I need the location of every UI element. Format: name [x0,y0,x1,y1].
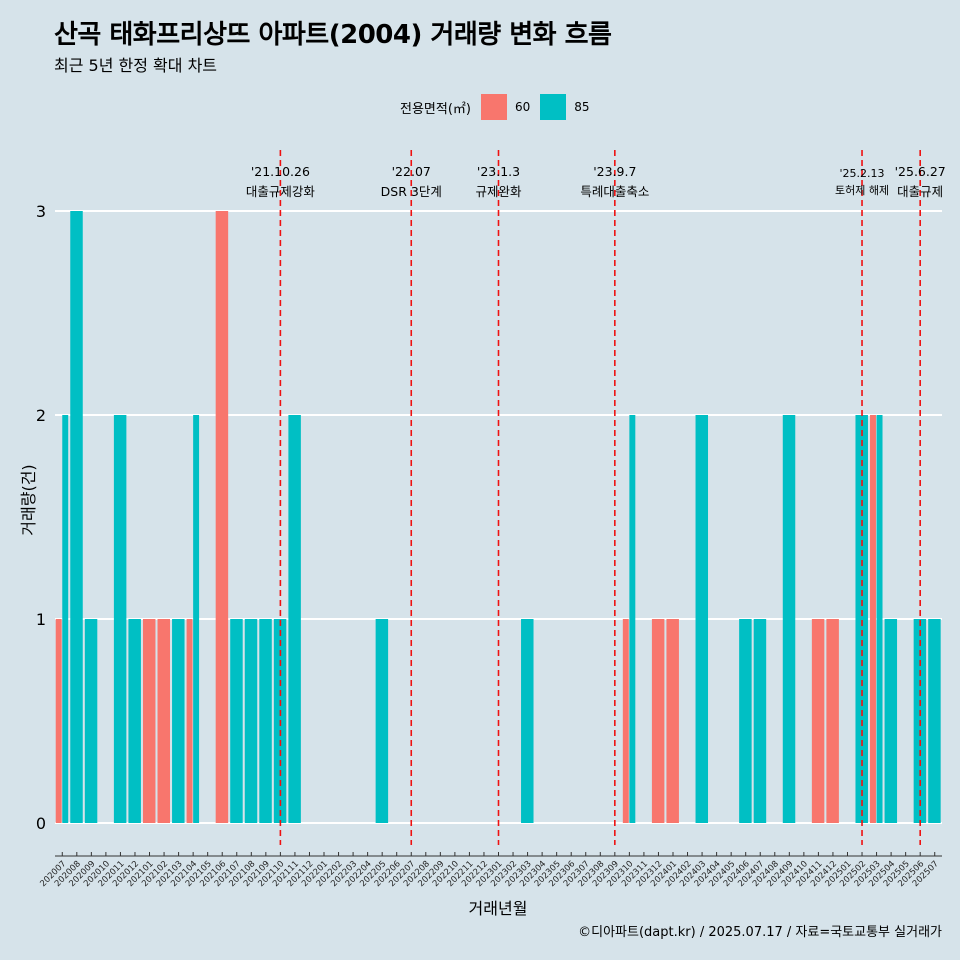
bar-85-202009 [84,619,98,823]
chart-subtitle: 최근 5년 한정 확대 차트 [54,56,218,75]
event-label: DSR 3단계 [381,184,442,199]
event-label: 토허제 해제 [835,183,889,197]
chart-title: 산곡 태화프리상뜨 아파트(2004) 거래량 변화 흐름 [54,20,612,50]
legend: 전용면적(㎡) 60 85 [400,93,600,121]
bar-85-202104 [193,415,200,823]
bar-85-202503 [876,415,883,823]
legend-title: 전용면적(㎡) [400,101,471,117]
y-tick-label: 1 [36,610,46,629]
legend-key-60 [480,94,507,120]
bar-60-202102 [157,619,171,823]
bar-60-202412 [826,619,839,823]
bar-85-202103 [172,619,185,823]
bar-85-202008 [70,211,83,823]
event-date: '23.9.7 [593,164,636,179]
bar-85-202107 [230,619,243,823]
bar-85-202205 [375,619,389,823]
y-tick-label: 3 [36,202,46,221]
bar-85-202111 [288,415,301,823]
bar-60-202101 [142,619,156,823]
event-label: 대출규제강화 [246,184,316,199]
bar-85-202507 [928,619,941,823]
bar-85-202007 [62,415,69,823]
legend-label-60: 60 [514,100,531,114]
bar-85-202406 [739,619,752,823]
bar-60-202503 [870,415,876,823]
bar-85-202407 [753,619,767,823]
bar-85-202504 [884,619,898,823]
bar-85-202502 [855,415,868,823]
bar-85-202011 [113,415,127,823]
y-tick-label: 0 [36,814,46,833]
bar-60-202310 [622,619,629,823]
bar-85-202303 [521,619,534,823]
bar-60-202007 [55,619,62,823]
bar-85-202012 [128,619,141,823]
caption: ©디아파트(dapt.kr) / 2025.07.17 / 자료=국토교통부 실… [578,925,942,940]
event-date: '21.10.26 [251,164,310,179]
legend-key-85 [540,94,567,120]
bar-60-202401 [666,619,679,823]
bar-60-202411 [811,619,825,823]
legend-label-85: 85 [574,100,590,114]
x-axis-title: 거래년월 [469,899,528,918]
bar-85-202108 [244,619,258,823]
bar-85-202403 [695,415,709,823]
event-date: '22.07 [392,164,431,179]
event-date: '25.6.27 [895,164,946,179]
bar-85-202310 [629,415,636,823]
bar-60-202312 [651,619,665,823]
bar-85-202409 [782,415,796,823]
event-label: 규제완화 [475,184,522,199]
bar-60-202104 [186,619,193,823]
event-label: 대출규제 [897,184,943,199]
y-axis-title: 거래량(건) [19,464,38,535]
event-date: '23.1.3 [477,164,520,179]
event-label: 특례대출축소 [580,184,649,199]
bar-60-202106 [215,211,229,823]
bar-85-202109 [259,619,272,823]
event-date: '25.2.13 [840,167,885,180]
y-tick-label: 2 [36,406,46,425]
